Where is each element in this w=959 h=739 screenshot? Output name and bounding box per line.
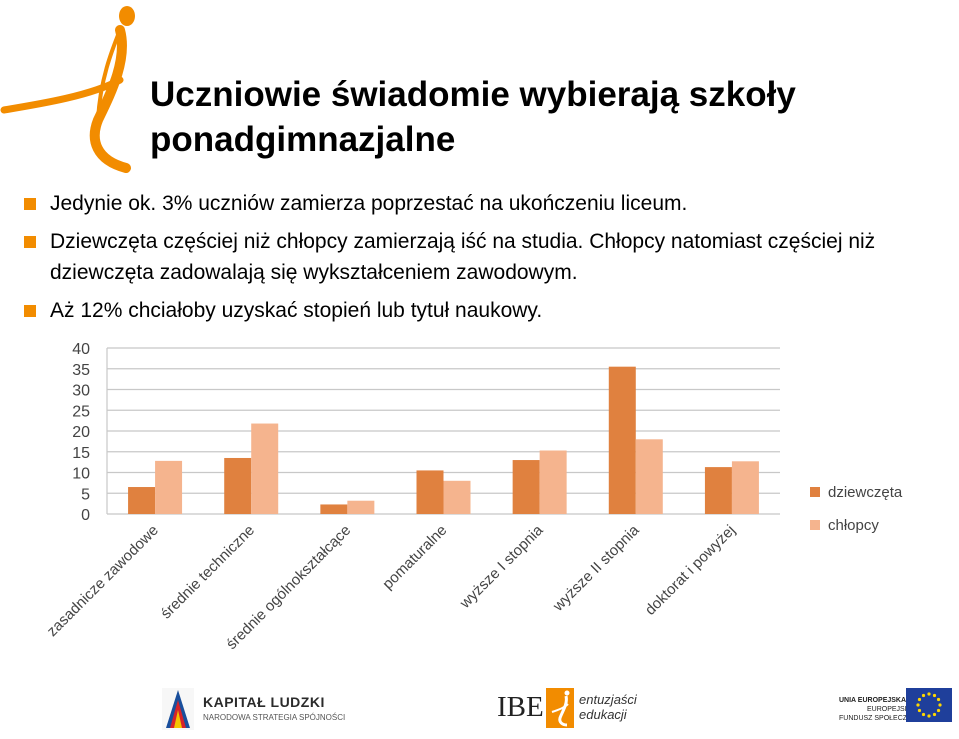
eu-line3: FUNDUSZ SPOŁECZNY	[839, 715, 917, 722]
legend-label: chłopcy	[828, 517, 879, 534]
x-tick-label: wyższe I stopnia	[456, 521, 547, 612]
eu-star-icon	[917, 708, 922, 713]
legend: dziewczęta chłopcy	[810, 484, 903, 534]
y-tick-label: 25	[72, 403, 90, 420]
y-tick-label: 40	[72, 341, 90, 358]
eu-text: UNIA EUROPEJSKA EUROPEJSKI FUNDUSZ SPOŁE…	[839, 696, 917, 723]
x-tick-label: doktorat i powyżej	[642, 522, 739, 619]
y-tick-label: 10	[72, 466, 90, 483]
bar-dziewczęta	[128, 487, 156, 514]
bar-dziewczęta	[608, 366, 636, 514]
x-tick-label: średnie techniczne	[158, 522, 258, 622]
y-tick-label: 0	[81, 507, 90, 524]
y-tick-label: 15	[72, 445, 90, 462]
ibe-logo-text: IBE	[497, 691, 544, 723]
bullet-marker-icon	[24, 236, 36, 248]
entuzjasci-edukacji-logo	[0, 6, 135, 173]
eu-star-icon	[932, 712, 937, 717]
y-tick-label: 5	[81, 486, 90, 503]
y-tick-label: 20	[72, 424, 90, 441]
kapital-ludzki-name: KAPITAŁ LUDZKI	[203, 694, 325, 710]
eu-flag-icon	[906, 688, 952, 722]
eu-star-icon	[927, 714, 931, 718]
eu-star-icon	[938, 703, 942, 707]
eu-star-icon	[917, 697, 922, 702]
bar-dziewczęta	[224, 457, 252, 514]
entuzjasci-line2: edukacji	[579, 707, 627, 722]
bar-chart: 0 5 10 15 20 25 30 35 40 zasadnicze zawodoweśred…	[44, 341, 903, 653]
bar-chłopcy	[155, 460, 183, 514]
kapital-ludzki-subtitle: NARODOWA STRATEGIA SPÓJNOŚCI	[203, 713, 346, 722]
kapital-ludzki-logo-icon	[162, 688, 194, 730]
eu-star-icon	[932, 693, 937, 698]
bar-chłopcy	[251, 423, 279, 514]
y-tick-label: 35	[72, 362, 90, 379]
bar-dziewczęta	[512, 460, 540, 514]
bullet-marker-icon	[24, 198, 36, 210]
eu-star-icon	[921, 712, 926, 717]
bar-chłopcy	[539, 450, 567, 514]
entuzjasci-small-logo-icon	[546, 688, 574, 728]
eu-star-icon	[927, 692, 931, 696]
bullet-item: Dziewczęta częściej niż chłopcy zamierza…	[22, 226, 947, 288]
bar-chłopcy	[443, 480, 471, 514]
bar-chłopcy	[347, 500, 375, 514]
footer: KAPITAŁ LUDZKI NARODOWA STRATEGIA SPÓJNO…	[0, 680, 959, 739]
bar-chłopcy	[731, 461, 759, 514]
bullet-text: Aż 12% chciałoby uzyskać stopień lub tyt…	[50, 299, 543, 322]
bar-dziewczęta	[320, 504, 348, 514]
bullet-marker-icon	[24, 305, 36, 317]
eu-line2: EUROPEJSKI	[867, 706, 912, 713]
eu-star-icon	[921, 693, 926, 698]
legend-swatch	[810, 520, 820, 530]
legend-swatch	[810, 487, 820, 497]
bullet-list: Jedynie ok. 3% uczniów zamierza poprzest…	[22, 188, 947, 333]
legend-label: dziewczęta	[828, 484, 903, 501]
y-axis-ticks: 0 5 10 15 20 25 30 35 40	[72, 341, 90, 524]
bars	[128, 366, 759, 514]
eu-star-icon	[916, 703, 920, 707]
x-tick-label: pomaturalne	[379, 522, 450, 593]
eu-star-icon	[936, 697, 941, 702]
entuzjasci-line1: entuzjaści	[579, 692, 637, 707]
gridlines	[106, 347, 780, 515]
bullet-text: Dziewczęta częściej niż chłopcy zamierza…	[50, 230, 876, 284]
x-tick-label: zasadnicze zawodowe	[44, 522, 162, 640]
bullet-item: Jedynie ok. 3% uczniów zamierza poprzest…	[22, 188, 947, 219]
y-tick-label: 30	[72, 383, 90, 400]
eu-star-icon	[936, 708, 941, 713]
bullet-text: Jedynie ok. 3% uczniów zamierza poprzest…	[50, 192, 688, 215]
bullet-item: Aż 12% chciałoby uzyskać stopień lub tyt…	[22, 295, 947, 326]
x-tick-label: wyższe II stopnia	[549, 521, 643, 615]
eu-line1: UNIA EUROPEJSKA	[839, 697, 907, 704]
bar-dziewczęta	[704, 467, 732, 514]
bar-dziewczęta	[416, 470, 444, 514]
slide-title: Uczniowie świadomie wybierają szkoły pon…	[150, 75, 796, 159]
bar-chłopcy	[635, 439, 663, 514]
entuzjasci-text: entuzjaści edukacji	[579, 692, 637, 722]
